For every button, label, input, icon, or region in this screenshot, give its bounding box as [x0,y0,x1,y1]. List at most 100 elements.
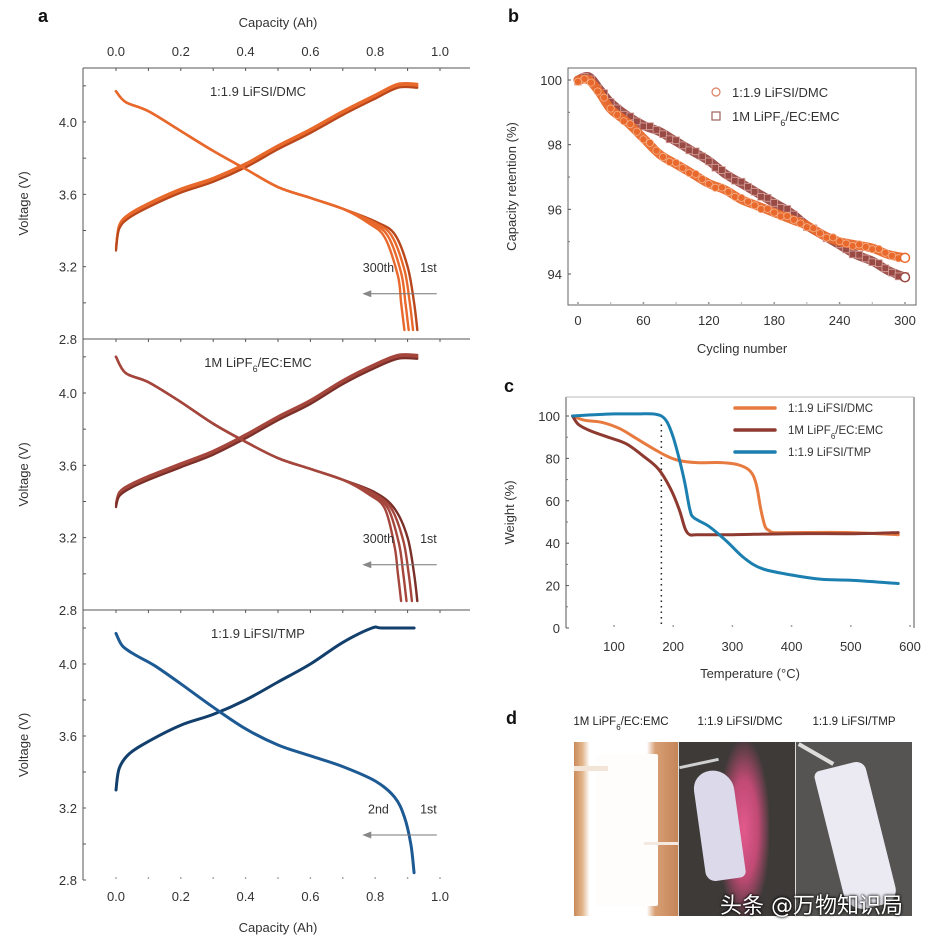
charge-curve [114,357,419,509]
series-band [573,74,910,263]
x-axis-label: Cycling number [697,341,788,356]
annotation-first-cycle: 1st [420,802,437,816]
y-tick-label: 3.2 [59,531,77,546]
y-tick-label: 3.2 [59,260,77,275]
data-point [587,78,596,87]
panel-a-top-tick-labels: 0.0 0.2 0.4 0.6 0.8 1.0 [107,44,449,59]
data-point [613,110,622,119]
data-point [783,211,792,220]
x-tick-label: 120 [698,313,720,328]
x-tick-mark [374,877,377,879]
x-tick-mark [577,302,579,304]
panel-label-d: d [506,708,517,728]
legend-label-dmc: 1:1.9 LiFSI/DMC [732,85,828,100]
annotation-first-cycle: 1st [420,261,437,275]
y-tick-label: 2.8 [59,332,77,347]
charge-curve [114,85,419,252]
x-tick-label: 0.4 [237,44,255,59]
x-tick-label: 0 [574,313,581,328]
data-point [887,251,896,260]
y-tick-label: 100 [538,409,560,424]
charge-curve [114,356,419,508]
data-point [633,117,641,126]
data-point [580,74,589,83]
data-point-end [899,252,911,264]
data-point [802,223,811,232]
data-point [639,122,648,131]
photo-dmc-separator [678,742,795,916]
data-point [737,177,746,186]
panel-a2-ec-emc: 2.8 3.2 3.6 4.0 Voltage (V) 1M LiPF6/EC:EMC 1s… [16,338,470,618]
x-tick-label: 500 [840,639,862,654]
x-tick-label: 60 [636,313,650,328]
y-tick-label: 100 [540,73,562,88]
data-point [888,268,896,277]
data-point [744,182,752,191]
photo-ec-emc-separator [574,742,679,916]
data-point [763,194,772,202]
panel-label-a: a [38,6,49,26]
x-tick-mark [244,877,247,879]
y-axis-label: Voltage (V) [16,171,31,235]
data-point [796,219,805,228]
y-tick-label: 80 [546,451,560,466]
legend-square-marker [711,111,721,121]
y-tick-label: 4.0 [59,386,77,401]
data-point [750,188,759,196]
annotation-last-cycle: 300th [363,261,394,275]
data-point [868,245,877,254]
y-axis-label: Voltage (V) [16,713,31,777]
y-tick-label: 60 [546,494,560,509]
y-tick-label: 94 [548,267,562,282]
series-line [571,412,900,585]
annotation-last-cycle: 300th [363,532,394,546]
x-minor-tick [740,302,743,304]
discharge-curve [114,90,406,332]
data-point [659,152,668,161]
x-tick-label: 1.0 [431,44,449,59]
panel-a-bottom-tick-labels: 0.0 0.2 0.4 0.6 0.8 1.0 [107,889,449,904]
data-point [757,193,765,201]
x-tick-label: 0.8 [366,44,384,59]
data-point [685,146,693,155]
data-point [783,205,792,213]
data-point [652,146,661,155]
x-tick-mark [613,625,615,627]
data-point [678,163,687,172]
x-tick-mark [180,877,182,879]
data-point [645,138,654,147]
discharge-curve [114,355,403,603]
legend-label-ec-emc: 1M LiPF6/EC:EMC [732,109,840,128]
x-tick-label: 240 [829,313,851,328]
data-point [763,204,772,213]
x-tick-mark [672,625,675,627]
panel-c: 100 200 300 400 500 600 0 20 40 60 80 100 Temperatur… [502,396,921,681]
discharge-curve [114,355,408,603]
data-point [704,180,713,189]
legend-label: 1:1.9 LiFSI/TMP [788,447,871,459]
data-point [861,254,870,263]
data-point [881,248,890,257]
y-axis-label: Voltage (V) [16,442,31,506]
watermark: 头条 @万物知识局 [720,894,903,919]
data-point [861,242,870,251]
y-tick-label: 0 [553,621,560,636]
data-point [691,147,700,156]
subplot-title: 1:1.9 LiFSI/DMC [210,84,306,99]
x-tick-mark [790,625,793,627]
arrow-head-icon [362,290,372,298]
data-point [652,126,661,134]
y-tick-label: 98 [548,138,562,153]
data-point [678,141,687,150]
data-point [875,259,883,268]
panel-label-c: c [504,376,514,396]
x-tick-mark [642,302,645,304]
charge-curve [114,355,419,507]
data-point [606,104,615,113]
x-tick-label: 0.6 [301,889,319,904]
data-point [685,168,694,177]
x-tick-label: 0.0 [107,889,125,904]
data-point [848,241,857,250]
data-point [815,229,824,238]
data-point [724,187,733,196]
